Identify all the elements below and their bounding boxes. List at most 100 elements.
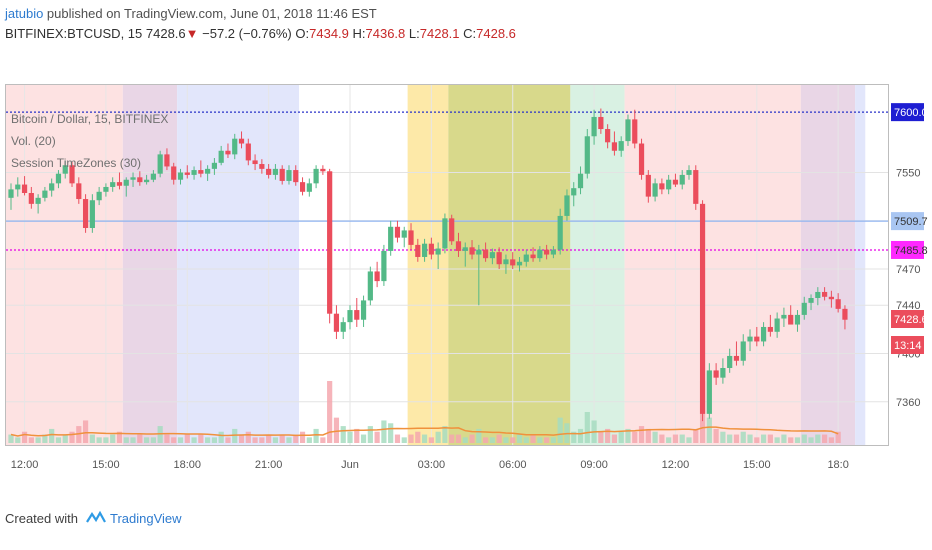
- candle-body-65: [449, 218, 455, 242]
- candle-body-94: [645, 174, 651, 197]
- tradingview-brand[interactable]: TradingView: [109, 510, 182, 526]
- candle-body-55: [381, 250, 387, 282]
- candle-body-68: [469, 247, 475, 255]
- volume-bar-19: [137, 434, 143, 443]
- volume-bar-20: [144, 437, 150, 443]
- candle-body-53: [367, 271, 373, 301]
- publish-info: jatubio published on TradingView.com, Ju…: [5, 6, 377, 21]
- candle-body-51: [354, 310, 360, 320]
- open-value: 7434.9: [309, 26, 349, 41]
- candle-body-21: [150, 173, 156, 180]
- volume-bar-99: [679, 434, 685, 443]
- volume-bar-63: [435, 431, 441, 443]
- volume-bar-111: [760, 434, 767, 443]
- volume-bar-48: [333, 417, 340, 443]
- candle-body-6: [49, 183, 55, 191]
- volume-bar-45: [313, 428, 319, 443]
- price-chart[interactable]: 7360740074407470751075507600.07509.77485…: [0, 0, 932, 500]
- candle-body-64: [442, 218, 448, 249]
- y-tick-label-5: 7550: [896, 167, 920, 179]
- volume-bar-4: [35, 437, 41, 443]
- volume-bar-38: [266, 434, 272, 443]
- volume-bar-61: [421, 434, 428, 443]
- candle-body-17: [123, 179, 129, 186]
- volume-bar-14: [103, 437, 109, 443]
- volume-bar-49: [340, 426, 346, 443]
- candle-body-123: [842, 308, 848, 320]
- candle-body-22: [157, 154, 163, 174]
- candle-body-59: [408, 230, 414, 245]
- volume-bar-24: [171, 437, 177, 443]
- candle-body-50: [347, 310, 353, 323]
- volume-bar-18: [130, 437, 136, 443]
- volume-bar-51: [354, 428, 360, 443]
- candle-body-13: [96, 191, 102, 201]
- volume-bar-60: [415, 431, 421, 443]
- candle-body-8: [62, 165, 68, 174]
- high-value: 7436.8: [365, 26, 406, 41]
- volume-bar-108: [740, 431, 746, 443]
- candle-body-38: [266, 168, 272, 175]
- candle-body-91: [625, 119, 631, 142]
- candle-body-43: [299, 182, 306, 192]
- candle-body-70: [483, 249, 489, 259]
- volume-bar-91: [625, 428, 631, 443]
- open-label: O:: [295, 26, 310, 41]
- volume-bar-103: [706, 417, 712, 443]
- volume-bar-105: [720, 431, 726, 443]
- x-tick-label-3: 21:00: [255, 459, 283, 471]
- volume-bar-35: [245, 431, 251, 443]
- volume-bar-26: [184, 434, 190, 443]
- candle-body-36: [252, 160, 258, 165]
- volume-bar-72: [496, 434, 502, 443]
- volume-bar-68: [469, 434, 475, 443]
- candle-body-62: [428, 243, 434, 255]
- volume-bar-122: [835, 431, 841, 443]
- volume-bar-93: [638, 426, 645, 443]
- candle-body-78: [537, 249, 543, 259]
- volume-bar-33: [232, 428, 238, 443]
- candle-body-101: [693, 170, 699, 204]
- volume-bar-29: [205, 437, 211, 443]
- candle-body-86: [591, 116, 597, 137]
- candle-body-39: [272, 168, 279, 175]
- candle-body-122: [835, 299, 841, 309]
- volume-bar-88: [605, 428, 611, 443]
- candle-body-100: [686, 170, 692, 175]
- last-price: 7428.6: [145, 26, 186, 41]
- volume-bar-62: [428, 437, 434, 443]
- candle-body-18: [130, 177, 136, 180]
- volume-bar-98: [672, 434, 679, 443]
- axis-badge-label-4: 13:14: [894, 340, 922, 352]
- volume-bar-64: [442, 426, 448, 443]
- axis-badge-label-2: 7485.8: [894, 245, 928, 257]
- volume-bar-52: [360, 434, 367, 443]
- author-link[interactable]: jatubio: [5, 6, 44, 21]
- candle-body-34: [238, 138, 245, 144]
- x-tick-label-2: 18:00: [174, 459, 202, 471]
- candle-body-72: [496, 252, 502, 265]
- candle-body-96: [659, 183, 665, 190]
- volume-bar-47: [327, 381, 333, 443]
- candle-body-66: [455, 241, 462, 251]
- candle-body-103: [706, 370, 712, 414]
- volume-bar-21: [150, 437, 156, 443]
- chart-title: Bitcoin / Dollar, 15, BITFINEX: [11, 112, 169, 126]
- volume-bar-44: [306, 437, 312, 443]
- volume-bar-32: [225, 437, 231, 443]
- candle-body-108: [740, 341, 746, 361]
- x-tick-label-7: 09:00: [580, 459, 608, 471]
- candle-body-79: [544, 249, 550, 255]
- price-change: −57.2 (−0.76%): [202, 26, 292, 41]
- candle-body-75: [516, 261, 523, 266]
- candle-body-49: [340, 322, 346, 332]
- candle-body-109: [747, 336, 753, 342]
- volume-bar-57: [394, 434, 401, 443]
- candle-body-29: [205, 168, 211, 174]
- volume-bar-114: [781, 434, 787, 443]
- candle-body-104: [713, 370, 719, 378]
- volume-bar-118: [808, 437, 814, 443]
- candle-body-35: [245, 143, 251, 161]
- volume-bar-22: [157, 426, 163, 443]
- volume-bar-34: [238, 434, 245, 443]
